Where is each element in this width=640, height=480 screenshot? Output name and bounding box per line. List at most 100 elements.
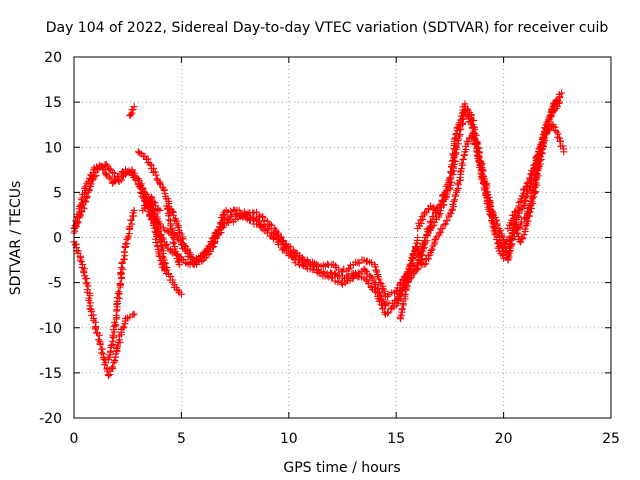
data-point-interp	[468, 124, 476, 132]
data-point	[371, 279, 379, 287]
data-point-interp	[375, 275, 383, 283]
data-point-interp	[514, 212, 522, 220]
data-point-interp	[412, 243, 420, 251]
data-point-interp	[522, 222, 530, 230]
data-point-interp	[146, 160, 154, 168]
data-point-interp	[156, 252, 164, 260]
y-tick-label: 20	[44, 50, 62, 66]
data-point-interp	[279, 244, 287, 252]
x-tick-label: 20	[495, 431, 513, 447]
data-point-interp	[556, 137, 564, 145]
data-point-interp	[506, 232, 514, 240]
data-point-interp	[384, 309, 392, 317]
data-point-interp	[202, 247, 210, 255]
data-point-interp	[456, 168, 464, 176]
data-point-interp	[480, 177, 488, 185]
data-point	[435, 211, 443, 219]
data-point	[109, 169, 117, 177]
data-point-interp	[116, 280, 124, 288]
data-point-interp	[152, 239, 160, 247]
data-point-interp	[455, 132, 463, 140]
data-point-interp	[119, 324, 127, 332]
data-point-interp	[249, 214, 257, 222]
data-point-interp	[95, 336, 103, 344]
data-point-interp	[226, 216, 234, 224]
data-point-interp	[319, 268, 327, 276]
data-point-interp	[549, 122, 557, 130]
data-point	[558, 89, 566, 97]
data-point-interp	[117, 264, 125, 272]
data-point-interp	[372, 280, 380, 288]
data-point-interp	[371, 263, 379, 271]
data-point-interp	[156, 237, 164, 245]
data-point-interp	[344, 273, 352, 281]
data-point-interp	[488, 217, 496, 225]
data-point-interp	[80, 269, 88, 277]
data-point-interp	[77, 258, 85, 266]
data-point-interp	[438, 225, 446, 233]
data-point-interp	[294, 259, 302, 267]
axis-ticks	[73, 56, 612, 419]
data-point	[83, 179, 91, 187]
data-point-interp	[544, 120, 552, 128]
data-point-interp	[120, 248, 128, 256]
data-point-interp	[399, 280, 407, 288]
data-point-interp	[255, 217, 263, 225]
data-point	[500, 254, 508, 262]
data-point-interp	[150, 198, 158, 206]
data-point-interp	[170, 239, 178, 247]
data-point-interp	[372, 266, 380, 274]
data-point-interp	[537, 142, 545, 150]
data-point-interp	[404, 273, 412, 281]
data-point-interp	[451, 157, 459, 165]
data-point-interp	[127, 216, 135, 224]
data-point-interp	[224, 208, 232, 216]
data-point-interp	[110, 178, 118, 186]
data-point-interp	[86, 305, 94, 313]
data-point-interp	[403, 282, 411, 290]
data-point-interp	[114, 289, 122, 297]
data-point-interp	[128, 220, 136, 228]
data-point-interp	[537, 148, 545, 156]
data-point-interp	[270, 232, 278, 240]
data-point-interp	[81, 184, 89, 192]
data-point-interp	[454, 181, 462, 189]
data-point-interp	[160, 185, 168, 193]
y-tick-label: 10	[44, 140, 62, 156]
data-point-interp	[230, 206, 238, 214]
data-point-interp	[449, 200, 457, 208]
data-point-interp	[151, 168, 159, 176]
data-point-interp	[428, 245, 436, 253]
data-point-interp	[346, 264, 354, 272]
data-point-interp	[109, 326, 117, 334]
data-point-interp	[472, 141, 480, 149]
data-point-interp	[151, 199, 159, 207]
data-point-interp	[427, 246, 435, 254]
data-point	[435, 229, 443, 237]
data-point-interp	[398, 306, 406, 314]
data-point-interp	[455, 135, 463, 143]
x-tick-label: 10	[280, 431, 298, 447]
data-point-interp	[489, 222, 497, 230]
data-point	[130, 103, 138, 111]
data-point-interp	[113, 173, 121, 181]
data-point-interp	[524, 217, 532, 225]
data-point-interp	[131, 176, 139, 184]
data-point-interp	[532, 156, 540, 164]
data-point-interp	[112, 177, 120, 185]
data-point-interp	[219, 223, 227, 231]
y-tick-label: -15	[39, 366, 62, 382]
data-point	[117, 270, 125, 278]
data-point-interp	[77, 196, 85, 204]
data-point-interp	[113, 344, 121, 352]
data-point	[156, 206, 164, 214]
data-point-interp	[172, 247, 180, 255]
data-points	[70, 89, 568, 380]
data-point-interp	[492, 236, 500, 244]
data-point	[560, 148, 568, 156]
data-point-interp	[458, 159, 466, 167]
data-point-interp	[368, 259, 376, 267]
data-point-interp	[111, 356, 119, 364]
data-point-interp	[519, 186, 527, 194]
data-point-interp	[551, 126, 559, 134]
